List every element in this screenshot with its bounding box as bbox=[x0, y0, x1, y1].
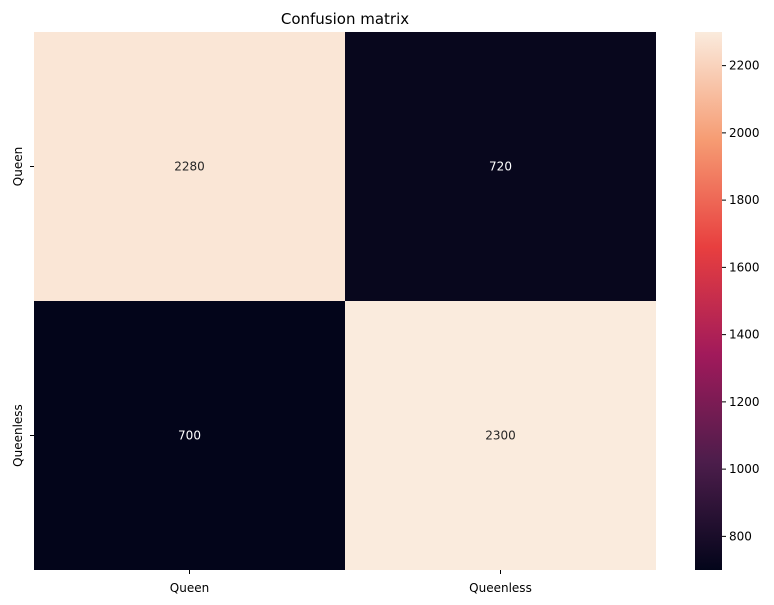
heatmap-cells: 2280 720 700 2300 bbox=[34, 32, 656, 570]
colorbar-tick-label: 1200 bbox=[729, 395, 760, 409]
heatmap-cell bbox=[345, 301, 656, 570]
colorbar-tick-label: 1400 bbox=[729, 328, 760, 342]
chart-title: Confusion matrix bbox=[281, 10, 409, 28]
colorbar-tick-label: 2000 bbox=[729, 126, 760, 140]
x-tick-label: Queenless bbox=[469, 581, 532, 595]
colorbar-tick-label: 1000 bbox=[729, 462, 760, 476]
cell-value-label: 2300 bbox=[485, 429, 516, 443]
cell-value-label: 2280 bbox=[174, 160, 205, 174]
heatmap-cell bbox=[345, 32, 656, 301]
y-axis: Queen Queenless bbox=[11, 147, 34, 467]
y-tick-label: Queenless bbox=[11, 404, 25, 467]
heatmap-cell bbox=[34, 301, 345, 570]
cell-value-label: 720 bbox=[489, 160, 512, 174]
colorbar-tick-label: 1800 bbox=[729, 193, 760, 207]
colorbar-tick-label: 800 bbox=[729, 529, 752, 543]
colorbar-tick-label: 1600 bbox=[729, 260, 760, 274]
x-axis: Queen Queenless bbox=[170, 570, 532, 595]
y-tick-label: Queen bbox=[11, 147, 25, 186]
x-tick-label: Queen bbox=[170, 581, 209, 595]
colorbar: 800 1000 1200 1400 1600 1800 2000 2200 bbox=[695, 32, 760, 570]
colorbar-gradient bbox=[695, 32, 722, 570]
cell-value-label: 700 bbox=[178, 429, 201, 443]
heatmap-cell bbox=[34, 32, 345, 301]
colorbar-tick-label: 2200 bbox=[729, 59, 760, 73]
